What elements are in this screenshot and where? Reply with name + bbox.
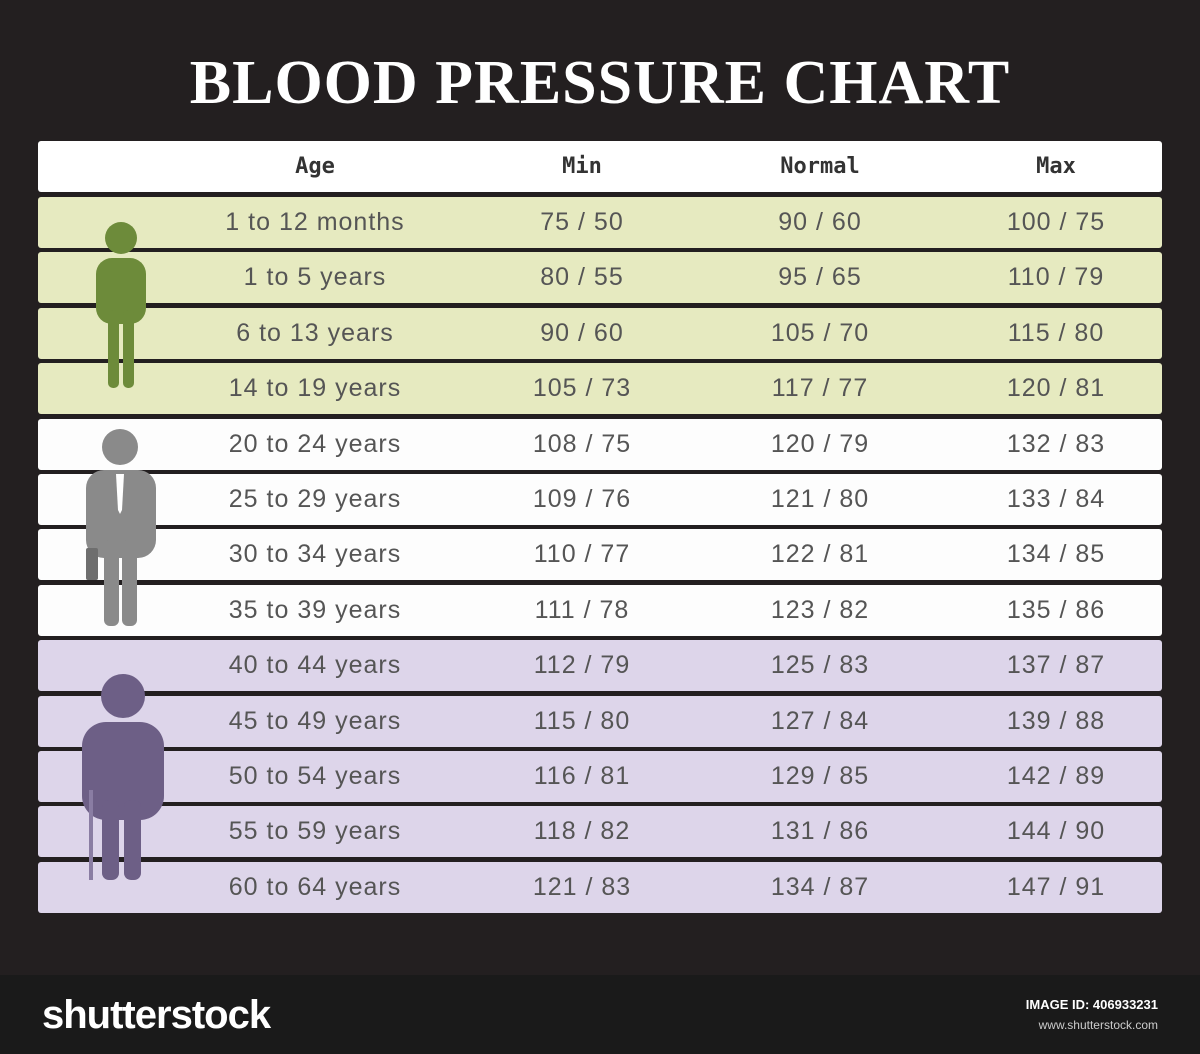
pressure-cell: 95 / 65 xyxy=(778,263,862,292)
age-cell: 35 to 39 years xyxy=(228,595,402,624)
pressure-cell: 110 / 77 xyxy=(533,540,631,569)
age-cell: 1 to 5 years xyxy=(243,263,387,292)
table-row: 14 to 19 years 105 / 73 117 / 77 120 / 81 xyxy=(38,363,1162,415)
table-row: 60 to 64 years 121 / 83 134 / 87 147 / 91 xyxy=(38,861,1162,913)
age-cell: 45 to 49 years xyxy=(228,706,402,735)
image-id: IMAGE ID: 406933231 xyxy=(1025,997,1158,1012)
age-cell: 30 to 34 years xyxy=(228,540,402,569)
pressure-cell: 135 / 86 xyxy=(1006,595,1106,624)
pressure-cell: 109 / 76 xyxy=(532,485,632,513)
pressure-cell: 105 / 70 xyxy=(770,318,870,347)
table-row: 50 to 54 years 116 / 81 129 / 85 142 / 89 xyxy=(38,751,1162,802)
pressure-cell: 142 / 89 xyxy=(1006,762,1106,790)
pressure-cell: 121 / 83 xyxy=(532,872,632,901)
age-cell: 6 to 13 years xyxy=(236,318,394,347)
pressure-cell: 129 / 85 xyxy=(770,762,870,790)
table-row: 25 to 29 years 109 / 76 121 / 80 133 / 84 xyxy=(38,474,1162,525)
pressure-cell: 105 / 73 xyxy=(532,374,632,403)
table-row: 40 to 44 years 112 / 79 125 / 83 137 / 87 xyxy=(38,640,1162,692)
pressure-cell: 90 / 60 xyxy=(778,208,862,236)
age-cell: 20 to 24 years xyxy=(228,429,402,458)
figures xyxy=(82,222,164,880)
pressure-cell: 117 / 77 xyxy=(771,374,869,403)
age-cell: 55 to 59 years xyxy=(228,817,402,846)
age-cell: 25 to 29 years xyxy=(228,485,402,513)
pressure-cell: 115 / 80 xyxy=(1007,318,1105,347)
pressure-cell: 122 / 81 xyxy=(770,540,870,569)
pressure-cell: 147 / 91 xyxy=(1006,872,1106,901)
table-row: 55 to 59 years 118 / 82 131 / 86 144 / 90 xyxy=(38,806,1162,858)
pressure-cell: 121 / 80 xyxy=(770,485,870,513)
pressure-cell: 118 / 82 xyxy=(533,817,631,846)
pressure-cell: 110 / 79 xyxy=(1007,263,1105,292)
pressure-cell: 139 / 88 xyxy=(1006,706,1106,735)
pressure-cell: 115 / 80 xyxy=(533,706,631,735)
column-header: Normal xyxy=(780,154,860,179)
pressure-cell: 111 / 78 xyxy=(534,595,630,624)
adult-figure xyxy=(86,429,156,626)
child-figure xyxy=(96,222,146,388)
table-row: 30 to 34 years 110 / 77 122 / 81 134 / 85 xyxy=(38,529,1162,581)
footer: shutterstock IMAGE ID: 406933231 www.shu… xyxy=(0,975,1200,1054)
pressure-cell: 125 / 83 xyxy=(770,651,870,680)
table-row: 6 to 13 years 90 / 60 105 / 70 115 / 80 xyxy=(38,307,1162,359)
pressure-cell: 127 / 84 xyxy=(770,706,870,735)
header-row: Age Min Normal Max xyxy=(38,141,1162,192)
column-header: Max xyxy=(1036,154,1076,179)
age-cell: 60 to 64 years xyxy=(228,872,402,901)
pressure-cell: 132 / 83 xyxy=(1006,429,1106,458)
table-row: 20 to 24 years 108 / 75 120 / 79 132 / 83 xyxy=(38,418,1162,470)
table-row: 45 to 49 years 115 / 80 127 / 84 139 / 88 xyxy=(38,695,1162,747)
url: www.shutterstock.com xyxy=(1038,1018,1158,1032)
table-row: 35 to 39 years 111 / 78 123 / 82 135 / 86 xyxy=(38,584,1162,636)
pressure-cell: 120 / 81 xyxy=(1006,374,1106,403)
age-cell: 14 to 19 years xyxy=(228,374,402,403)
pressure-cell: 144 / 90 xyxy=(1006,817,1106,846)
pressure-cell: 137 / 87 xyxy=(1006,651,1106,680)
pressure-cell: 116 / 81 xyxy=(533,762,631,790)
pressure-cell: 75 / 50 xyxy=(540,208,624,236)
pressure-cell: 108 / 75 xyxy=(532,429,632,458)
pressure-cell: 80 / 55 xyxy=(540,263,624,292)
table-row: 1 to 12 months 75 / 50 90 / 60 100 / 75 xyxy=(38,197,1162,248)
pressure-cell: 123 / 82 xyxy=(770,595,870,624)
senior-figure xyxy=(82,674,164,880)
table-row: 1 to 5 years 80 / 55 95 / 65 110 / 79 xyxy=(38,252,1162,304)
age-cell: 40 to 44 years xyxy=(228,651,402,680)
pressure-cell: 131 / 86 xyxy=(770,817,870,846)
pressure-cell: 112 / 79 xyxy=(533,651,631,680)
pressure-cell: 100 / 75 xyxy=(1006,208,1106,236)
title: BLOOD PRESSURE CHART xyxy=(189,49,1011,117)
age-cell: 1 to 12 months xyxy=(225,208,405,236)
pressure-cell: 90 / 60 xyxy=(540,318,624,347)
column-header: Age xyxy=(295,154,335,179)
pressure-cell: 133 / 84 xyxy=(1006,485,1106,513)
pressure-cell: 134 / 85 xyxy=(1006,540,1106,569)
pressure-cell: 134 / 87 xyxy=(770,872,870,901)
logo: shutterstock xyxy=(42,993,271,1037)
pressure-cell: 120 / 79 xyxy=(770,429,870,458)
column-header: Min xyxy=(562,154,602,179)
age-cell: 50 to 54 years xyxy=(228,762,402,790)
